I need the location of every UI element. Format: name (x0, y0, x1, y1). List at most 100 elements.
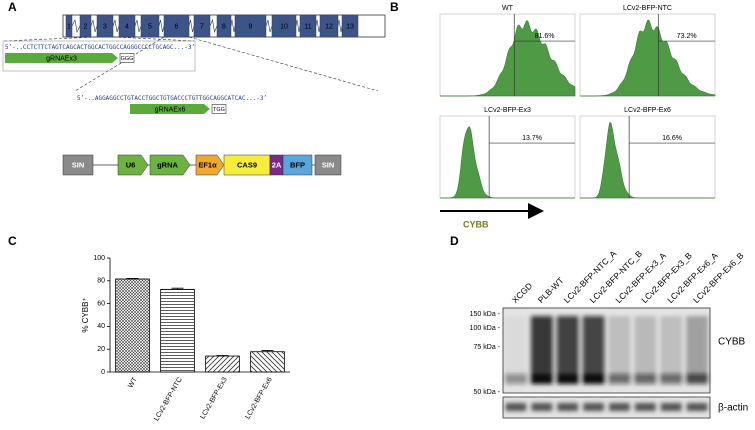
y-tick-label: 20 (97, 346, 105, 353)
band (686, 374, 708, 384)
zoom-line (112, 36, 196, 42)
intron (209, 18, 218, 34)
blot-label: β-actin (718, 403, 748, 414)
guide-arrow (130, 104, 210, 114)
blot-label: CYBB (718, 337, 746, 348)
histogram-title: LCv2-BFP-NTC (623, 5, 672, 12)
exon-number: 9 (249, 23, 253, 30)
band (556, 374, 579, 384)
band (530, 374, 553, 384)
actin-band (660, 403, 682, 411)
exon (118, 14, 136, 38)
construct-element (314, 154, 342, 176)
exon (216, 14, 232, 38)
size-marker: 50 kDa - (474, 389, 501, 396)
axis-label: CYBB (463, 219, 489, 229)
gate-percent: 16.6% (662, 135, 682, 142)
construct-element (195, 154, 225, 176)
histogram-title: LCv2-BFP-Ex6 (624, 107, 671, 114)
histogram-title: WT (502, 5, 514, 12)
error-bar (126, 278, 139, 279)
size-marker: 100 kDa - (470, 325, 501, 332)
y-tick-label: 60 (97, 300, 105, 307)
intron (265, 19, 273, 33)
intron (158, 19, 165, 33)
exon (96, 14, 114, 38)
exon-number: 6 (175, 23, 179, 30)
band (660, 374, 683, 384)
histogram (580, 19, 716, 97)
sequence-box (2, 40, 196, 72)
bar (115, 278, 150, 373)
pam-box (119, 53, 135, 63)
exon-number: 1 (67, 23, 71, 30)
y-tick-label: 0 (101, 369, 105, 376)
actin-band (634, 403, 656, 411)
actin-band (557, 403, 579, 411)
construct-label: EF1α (198, 160, 217, 169)
exon (193, 14, 211, 38)
construct-label: CAS9 (237, 160, 257, 169)
y-tick-label: 40 (97, 323, 105, 330)
sequence: 5’-..CCTCTTCTAGTCAGCACTGGCACTGGCCAGGGCCC… (5, 44, 195, 51)
construct-element (282, 154, 313, 176)
exon (341, 14, 359, 38)
smear (660, 316, 683, 378)
smear (556, 316, 579, 378)
lane-label: PLB-WT (536, 275, 566, 305)
panel-label: D (450, 234, 459, 248)
bar (205, 355, 240, 373)
panel-label: C (8, 234, 17, 248)
band (634, 374, 657, 384)
construct-label: gRNA (157, 160, 178, 169)
actin-band (531, 403, 553, 411)
exon (140, 14, 160, 38)
smear (608, 316, 631, 378)
bar (250, 351, 285, 373)
intron (134, 19, 142, 33)
actin-band (583, 403, 604, 411)
x-tick-label: WT (127, 376, 139, 390)
exon (234, 14, 267, 38)
intron (337, 19, 343, 33)
exon (163, 14, 190, 38)
error-bar (261, 350, 274, 352)
smear (505, 316, 527, 378)
construct-element (117, 154, 149, 176)
construct-element (62, 154, 94, 176)
construct-label: SIN (322, 160, 335, 169)
error-bar (171, 287, 184, 290)
guide-arrow (5, 53, 118, 63)
exon-number: 8 (222, 23, 226, 30)
x-tick-label: LCv2-BFP-Ex3 (199, 376, 228, 420)
exon (319, 14, 339, 38)
histogram (440, 126, 575, 199)
pam-label: GGG (121, 56, 134, 62)
histogram (440, 20, 576, 97)
histogram-title: LCv2-BFP-Ex3 (484, 107, 531, 114)
actin-band (505, 403, 527, 411)
exon-number: 11 (304, 23, 311, 30)
panel-label: A (8, 0, 17, 14)
construct-label: 2A (272, 160, 282, 169)
guide-label: gRNAEx6 (155, 106, 186, 113)
sequence: 5’-..AGGAGGCCTGTACCTGGCTGTGACCCTGTTGGCAG… (77, 95, 267, 102)
intron (315, 19, 321, 33)
intron (112, 19, 120, 33)
exon (65, 14, 73, 38)
bar (160, 288, 195, 373)
histogram-frame (579, 115, 716, 199)
exon (79, 14, 92, 38)
actin-band (609, 403, 630, 411)
gate-percent: 73.2% (677, 33, 697, 40)
construct-label: SIN (72, 160, 85, 169)
band (582, 374, 605, 384)
intron (295, 19, 301, 33)
smear (686, 316, 708, 378)
exon-number: 13 (346, 23, 354, 30)
exon-number: 2 (84, 23, 88, 30)
band (505, 374, 527, 384)
band (608, 374, 631, 384)
y-tick-label: 80 (97, 278, 105, 285)
exon-number: 4 (125, 23, 129, 30)
